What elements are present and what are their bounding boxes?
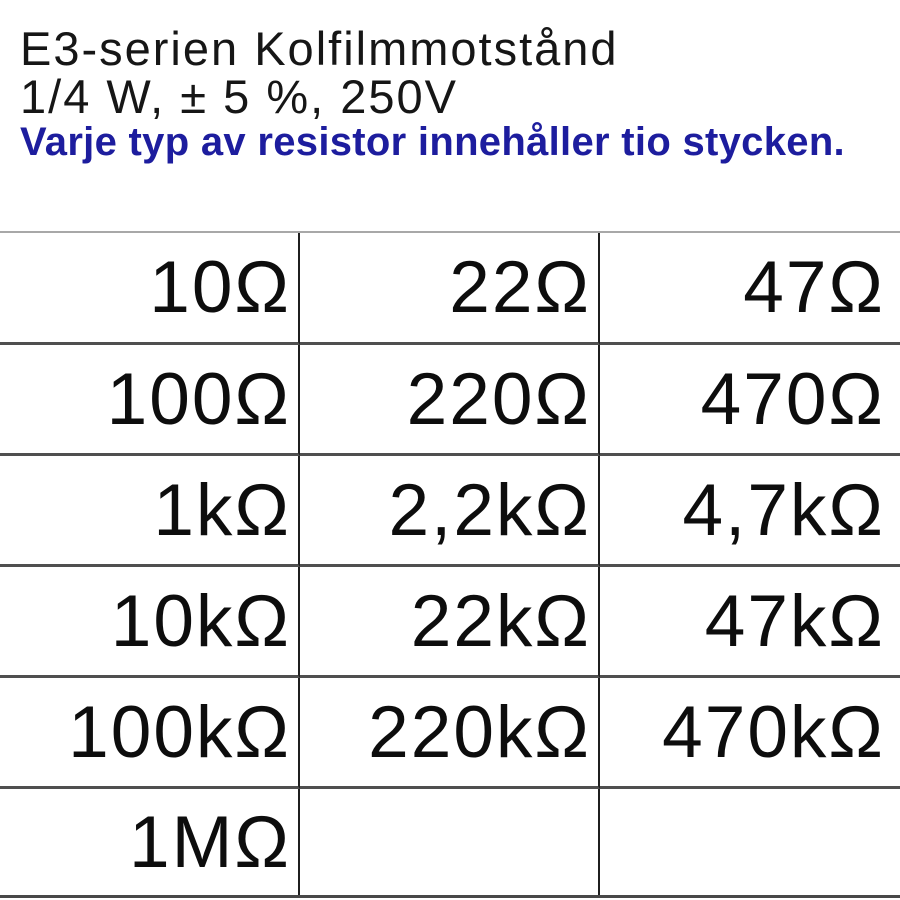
resistor-cell: 470Ω — [600, 345, 900, 456]
resistor-cell: 22Ω — [300, 233, 600, 345]
page-subtitle-specs: 1/4 W, ± 5 %, 250V — [20, 70, 459, 123]
resistor-cell: 470kΩ — [600, 678, 900, 789]
resistor-cell: 47Ω — [600, 233, 900, 345]
resistor-cell-empty — [600, 789, 900, 895]
resistor-cell: 47kΩ — [600, 567, 900, 678]
resistor-cell-empty — [300, 789, 600, 895]
quantity-note: Varje typ av resistor innehåller tio sty… — [20, 120, 845, 164]
resistor-cell: 22kΩ — [300, 567, 600, 678]
resistor-value-table: 10Ω 22Ω 47Ω 100Ω 220Ω 470Ω 1kΩ 2,2kΩ 4,7… — [0, 231, 900, 898]
resistor-cell: 220Ω — [300, 345, 600, 456]
resistor-cell: 220kΩ — [300, 678, 600, 789]
resistor-cell: 100Ω — [0, 345, 300, 456]
resistor-cell: 4,7kΩ — [600, 456, 900, 567]
resistor-cell: 10kΩ — [0, 567, 300, 678]
resistor-cell: 1MΩ — [0, 789, 300, 895]
resistor-cell: 100kΩ — [0, 678, 300, 789]
resistor-cell: 10Ω — [0, 233, 300, 345]
resistor-cell: 1kΩ — [0, 456, 300, 567]
page-title: E3-serien Kolfilmmotstånd — [20, 22, 619, 75]
resistor-cell: 2,2kΩ — [300, 456, 600, 567]
